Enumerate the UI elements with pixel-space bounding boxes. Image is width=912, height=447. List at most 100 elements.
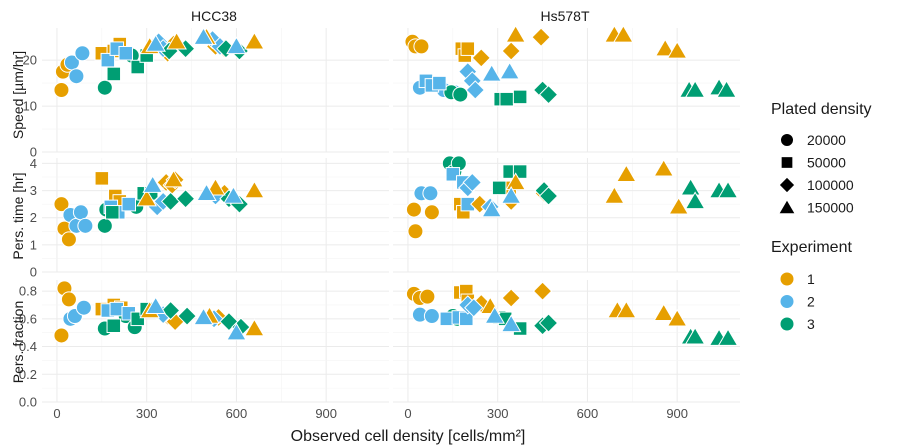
y-tick-label: 0.6 [19, 311, 37, 326]
x-tick-label: 600 [226, 406, 248, 421]
column-strip-label-hs578t: Hs578T [540, 8, 589, 24]
data-point [193, 307, 214, 326]
data-point [145, 296, 166, 315]
data-point [484, 306, 506, 324]
data-point [53, 327, 70, 344]
data-point [538, 186, 559, 206]
data-point [106, 66, 122, 82]
data-point [419, 288, 436, 305]
data-point [716, 80, 737, 98]
y-tick-label: 0.4 [19, 339, 37, 354]
x-tick-label: 900 [666, 406, 688, 421]
data-point [491, 180, 507, 196]
data-point [60, 231, 77, 248]
data-point [53, 196, 70, 213]
data-point [68, 68, 85, 85]
y-tick-label: 0 [30, 145, 37, 160]
axes-layer: 0 10 20 0 1 2 3 4 0.0 0.2 0.4 0.6 0.8 0 300 600 900 0 300 6… [19, 53, 688, 421]
data-point [407, 223, 424, 240]
data-point [53, 82, 70, 98]
data-point [505, 24, 526, 43]
data-point [72, 204, 89, 221]
y-tick-label: 0 [30, 265, 37, 280]
y-tick-label: 3 [30, 183, 37, 198]
y-tick-label: 4 [30, 156, 37, 171]
data-point [96, 217, 113, 234]
data-point [177, 306, 197, 326]
data-point [105, 205, 120, 220]
data-point [196, 183, 217, 201]
data-point [684, 191, 706, 210]
data-point [538, 313, 559, 333]
data-point [501, 288, 521, 308]
column-strip-label-hcc38: HCC38 [191, 8, 237, 24]
legend-circle-icon [780, 133, 794, 147]
data-point [244, 180, 265, 199]
data-point [499, 61, 520, 80]
data-point [500, 314, 522, 333]
points-layer [53, 24, 739, 346]
data-point [432, 75, 447, 91]
legend-color-label: 2 [807, 294, 815, 310]
data-point [532, 281, 553, 301]
legend-diamond-icon [778, 176, 796, 194]
data-point [121, 196, 136, 212]
y-tick-label: 0.8 [19, 284, 37, 299]
data-point [226, 36, 247, 55]
data-point [96, 79, 113, 96]
y-tick-label: 2 [30, 210, 37, 225]
data-point [717, 180, 739, 199]
data-point [680, 177, 701, 196]
data-point [666, 308, 688, 327]
x-axis-label: Observed cell density [cells/mm²] [291, 428, 526, 445]
data-point [94, 171, 110, 186]
data-point [653, 303, 675, 321]
data-point [481, 63, 503, 82]
data-point [717, 328, 739, 346]
data-point [423, 204, 440, 221]
x-tick-label: 300 [136, 406, 158, 421]
data-point [75, 299, 92, 316]
data-point [223, 186, 244, 204]
data-point [163, 169, 184, 188]
data-point [452, 86, 469, 103]
data-point [77, 217, 94, 234]
y-tick-label: 1 [30, 237, 37, 252]
y-axis-label-speed: Speed [µm/hr] [10, 51, 26, 139]
x-tick-label: 0 [404, 406, 411, 421]
data-point [405, 201, 422, 218]
data-point [145, 34, 166, 52]
x-tick-label: 900 [315, 406, 337, 421]
data-point [616, 164, 637, 182]
data-point [160, 300, 181, 321]
data-point [136, 188, 158, 207]
data-point [142, 175, 164, 193]
y-axis-label-persistence-time: Pers. time [hr] [10, 172, 26, 259]
legend-square-icon [780, 156, 794, 169]
legend-experiment: Experiment 1 2 3 [771, 239, 852, 332]
data-point [166, 31, 187, 50]
x-tick-label: 600 [577, 406, 599, 421]
data-point [422, 185, 439, 202]
legend-color-items: 1 2 3 [779, 271, 815, 332]
legend-shape-label: 50000 [807, 155, 846, 171]
data-point [60, 291, 77, 308]
data-point [193, 27, 214, 45]
data-point [512, 89, 528, 105]
data-point [666, 40, 688, 59]
data-point [613, 24, 634, 43]
data-point [175, 189, 196, 209]
data-point [684, 326, 706, 345]
data-point [684, 80, 706, 98]
data-point [471, 48, 491, 68]
data-point [668, 196, 689, 215]
legend-color-swatch [779, 271, 795, 287]
legend-color-swatch [779, 294, 795, 309]
data-point [423, 308, 440, 325]
legend-shape-label: 20000 [807, 132, 846, 148]
legend-triangle-icon [777, 198, 797, 215]
data-point [244, 318, 265, 337]
data-point [226, 322, 247, 341]
y-tick-label: 0.2 [19, 367, 37, 382]
